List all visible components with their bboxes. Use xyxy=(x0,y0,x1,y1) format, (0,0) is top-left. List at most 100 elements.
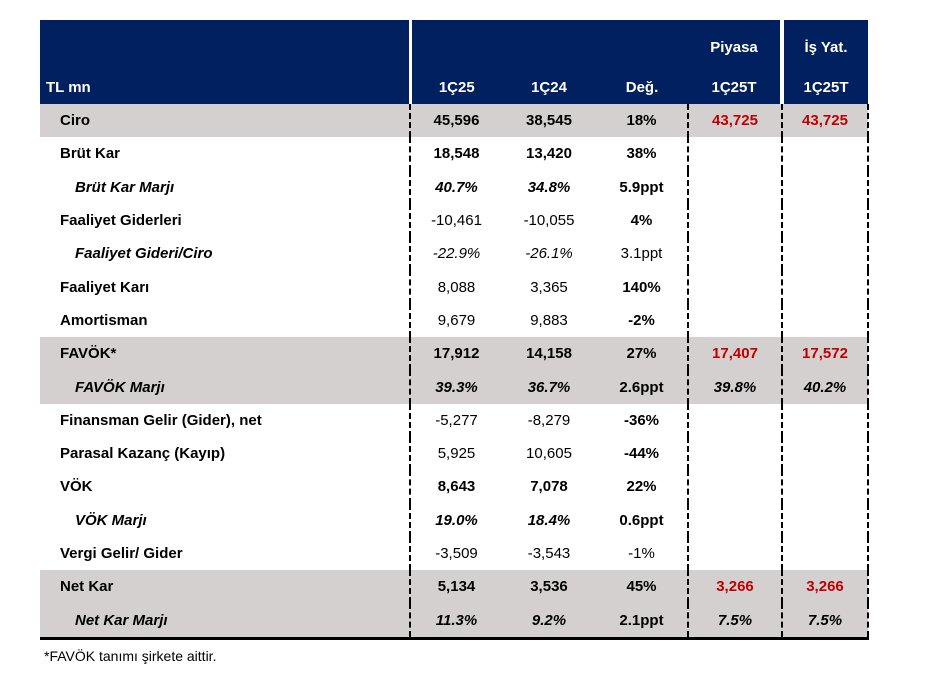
value-is-yat-estimate: 17,572 xyxy=(781,337,869,371)
value-change: 0.6ppt xyxy=(619,511,664,529)
value-change: 140% xyxy=(622,278,661,296)
value-piyasa-estimate xyxy=(687,237,782,271)
table-row: Finansman Gelir (Gider), net -5,277 -8,279… xyxy=(40,403,869,437)
table-row: Brüt Kar 18,548 13,420 38% xyxy=(40,137,869,171)
value-1c24: -8,279 xyxy=(527,411,571,429)
value-piyasa-estimate xyxy=(687,470,782,504)
value-change: 2.6ppt xyxy=(596,370,688,404)
value-is-yat-estimate xyxy=(781,436,869,471)
table-row: Net Kar Marjı 11.3% 9.2% 2.1ppt 7.5% 7.5% xyxy=(40,603,869,640)
value-change: 22% xyxy=(626,478,657,496)
table-row: VÖK Marjı 19.0% 18.4% 0.6ppt xyxy=(40,503,869,537)
value-piyasa-estimate xyxy=(687,303,782,338)
row-label: Faaliyet Karı xyxy=(60,278,150,296)
value-is-yat-estimate xyxy=(781,536,869,571)
row-label: Amortisman xyxy=(60,311,148,329)
value-is-yat-estimate xyxy=(781,270,869,304)
table-row: Brüt Kar Marjı 40.7% 34.8% 5.9ppt xyxy=(40,170,869,204)
table-row: Vergi Gelir/ Gider -3,509 -3,543 -1% xyxy=(40,536,869,571)
value-change: 45% xyxy=(596,570,688,604)
financial-summary-table-container: Piyasa İş Yat. TL mn 1Ç25 1Ç24 Değ. 1Ç25… xyxy=(40,20,869,640)
row-label: Faaliyet Giderleri xyxy=(60,212,182,230)
row-label: Finansman Gelir (Gider), net xyxy=(60,411,262,429)
row-label: Parasal Kazanç (Kayıp) xyxy=(60,445,226,463)
value-piyasa-estimate: 39.8% xyxy=(687,370,782,404)
value-is-yat-estimate xyxy=(781,470,869,504)
value-piyasa-estimate: 3,266 xyxy=(687,570,782,604)
value-piyasa-estimate: 43,725 xyxy=(687,104,782,138)
value-1c25: 19.0% xyxy=(409,503,502,537)
value-is-yat-estimate xyxy=(781,170,869,204)
row-label: Vergi Gelir/ Gider xyxy=(60,545,183,562)
table-row: Parasal Kazanç (Kayıp) 5,925 10,605 -44% xyxy=(40,436,869,471)
value-change: 4% xyxy=(630,212,653,230)
table-row: Faaliyet Gideri/Ciro -22.9% -26.1% 3.1ppt xyxy=(40,237,869,271)
header-blank xyxy=(408,20,502,60)
table-row: Faaliyet Giderleri -10,461 -10,055 4% xyxy=(40,203,869,238)
row-label: Net Kar Marjı xyxy=(40,603,410,640)
row-label: Brüt Kar xyxy=(60,145,121,163)
value-1c25: 9,679 xyxy=(409,303,502,338)
value-piyasa-estimate: 17,407 xyxy=(687,337,782,371)
value-1c25: -3,509 xyxy=(409,536,502,571)
value-1c25: -10,461 xyxy=(409,203,502,238)
value-1c24: 36.7% xyxy=(502,370,596,404)
value-piyasa-estimate xyxy=(687,270,782,304)
value-1c25: 5,134 xyxy=(409,570,502,604)
value-piyasa-estimate xyxy=(687,503,782,537)
table-row: FAVÖK* 17,912 14,158 27% 17,407 17,572 xyxy=(40,337,869,371)
header-blank xyxy=(596,20,688,60)
value-is-yat-estimate xyxy=(781,403,869,437)
value-1c24: 34.8% xyxy=(527,178,571,196)
header-blank xyxy=(502,20,596,60)
row-label: FAVÖK Marjı xyxy=(40,370,410,404)
row-label: VÖK xyxy=(60,478,93,496)
value-1c25: 39.3% xyxy=(409,370,502,404)
financial-summary-table: Piyasa İş Yat. TL mn 1Ç25 1Ç24 Değ. 1Ç25… xyxy=(40,20,869,640)
value-piyasa-estimate xyxy=(687,436,782,471)
value-1c24: 18.4% xyxy=(527,511,571,529)
table-row: Amortisman 9,679 9,883 -2% xyxy=(40,303,869,338)
header-unit-label: TL mn xyxy=(40,60,410,104)
value-piyasa-estimate xyxy=(687,170,782,204)
value-change: -1% xyxy=(628,545,655,562)
value-is-yat-estimate: 43,725 xyxy=(781,104,869,138)
value-change: -36% xyxy=(623,411,660,429)
value-1c25: 40.7% xyxy=(409,170,502,204)
value-1c24: -26.1% xyxy=(525,245,573,263)
header-group-piyasa: Piyasa xyxy=(688,20,782,60)
value-change: 18% xyxy=(596,104,688,138)
value-1c24: 7,078 xyxy=(530,478,568,496)
value-change: 27% xyxy=(596,337,688,371)
header-group-is-yat: İş Yat. xyxy=(780,20,868,60)
footnote: *FAVÖK tanımı şirkete aittir. xyxy=(44,648,217,664)
value-1c25: 8,643 xyxy=(409,470,502,504)
value-change: -44% xyxy=(623,445,660,463)
value-1c24: 38,545 xyxy=(502,104,596,138)
value-1c25: -22.9% xyxy=(409,237,502,271)
table-row: Ciro 45,596 38,545 18% 43,725 43,725 xyxy=(40,104,869,138)
value-change: 2.1ppt xyxy=(596,603,688,640)
value-1c24: 9.2% xyxy=(502,603,596,640)
value-piyasa-estimate xyxy=(687,536,782,571)
header-col-change: Değ. xyxy=(596,60,688,104)
header-col-piyasa-1c25t: 1Ç25T xyxy=(688,60,782,104)
value-1c24: 3,365 xyxy=(530,278,568,296)
value-change: 3.1ppt xyxy=(620,245,663,263)
row-label: Faaliyet Gideri/Ciro xyxy=(75,245,213,263)
header-col-1c24: 1Ç24 xyxy=(502,60,596,104)
value-is-yat-estimate xyxy=(781,303,869,338)
value-is-yat-estimate: 7.5% xyxy=(781,603,869,640)
table-row: FAVÖK Marjı 39.3% 36.7% 2.6ppt 39.8% 40.2% xyxy=(40,370,869,404)
value-change: 5.9ppt xyxy=(619,178,664,196)
value-piyasa-estimate xyxy=(687,203,782,238)
value-1c24: 13,420 xyxy=(526,145,572,163)
value-1c25: 45,596 xyxy=(409,104,502,138)
value-is-yat-estimate xyxy=(781,203,869,238)
table-row: Net Kar 5,134 3,536 45% 3,266 3,266 xyxy=(40,570,869,604)
header-blank xyxy=(40,20,410,60)
value-is-yat-estimate xyxy=(781,237,869,271)
value-1c25: 5,925 xyxy=(409,436,502,471)
value-1c25: 17,912 xyxy=(409,337,502,371)
value-1c25: 11.3% xyxy=(409,603,502,640)
